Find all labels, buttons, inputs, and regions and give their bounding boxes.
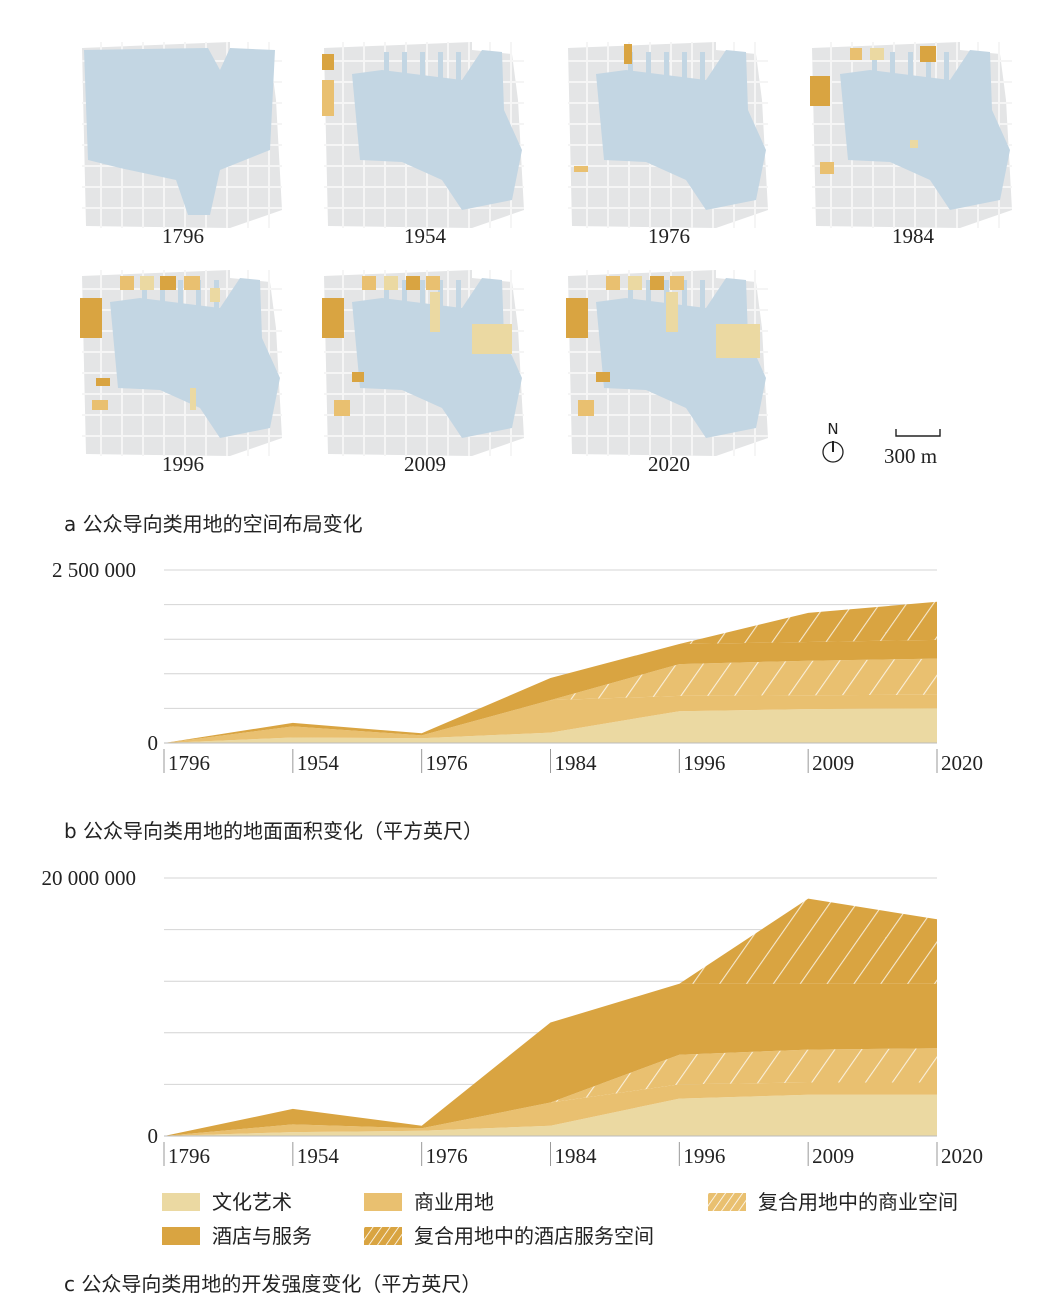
legend-item: 复合用地中的酒店服务空间 bbox=[364, 1220, 654, 1249]
map-2009 bbox=[322, 268, 532, 458]
map-year-label: 2009 bbox=[404, 452, 446, 476]
intensity-chart-svg: 0 20 000 000 1796 1954 1976 1984 1996 2009 2020 bbox=[42, 866, 984, 1168]
legend-swatch bbox=[162, 1193, 200, 1211]
legend-swatch bbox=[364, 1227, 402, 1245]
area-series-1 bbox=[164, 694, 937, 743]
x-tick-label: 1984 bbox=[555, 751, 598, 775]
legend-swatch bbox=[364, 1193, 402, 1211]
legend-swatch bbox=[162, 1227, 200, 1245]
x-tick-label: 1976 bbox=[426, 1144, 468, 1168]
scale-bar-icon bbox=[895, 429, 941, 437]
map-year-label: 2020 bbox=[648, 452, 690, 476]
map-1996-drawing bbox=[80, 270, 282, 456]
caption-a: a 公众导向类用地的空间布局变化 bbox=[64, 512, 363, 536]
area-series-4 bbox=[164, 898, 937, 1136]
area-series-2 bbox=[164, 1048, 937, 1136]
legend-label: 酒店与服务 bbox=[212, 1224, 312, 1248]
area-series-0 bbox=[164, 1094, 937, 1136]
map-2020-drawing bbox=[566, 270, 768, 456]
legend-label: 文化艺术 bbox=[212, 1190, 292, 1214]
legend-item: 文化艺术 bbox=[162, 1186, 292, 1215]
map-1984-drawing bbox=[810, 42, 1012, 228]
x-tick-label: 1796 bbox=[168, 1144, 210, 1168]
area-series-3 bbox=[164, 639, 937, 743]
legend-label: 复合用地中的商业空间 bbox=[758, 1190, 958, 1214]
chart-development-intensity: 0 20 000 000 1796 1954 1976 1984 1996 2009 2020 bbox=[0, 860, 1045, 1180]
map-year-label: 1796 bbox=[162, 224, 204, 248]
x-tick-label: 2020 bbox=[941, 751, 983, 775]
north-arrow-icon: N bbox=[818, 420, 848, 470]
x-tick-label: 1976 bbox=[426, 751, 468, 775]
map-2020 bbox=[566, 268, 776, 458]
x-tick-label: 1984 bbox=[555, 1144, 598, 1168]
scale-bar: 300 m bbox=[884, 425, 954, 470]
x-tick-label: 2009 bbox=[812, 751, 854, 775]
area-series-2 bbox=[164, 658, 937, 743]
map-1976 bbox=[566, 40, 776, 230]
chart-ground-area: 0 2 500 000 1796 1954 1976 1984 1996 2009 2020 bbox=[0, 555, 1045, 790]
legend-item: 酒店与服务 bbox=[162, 1220, 312, 1249]
map-year-label: 1976 bbox=[648, 224, 690, 248]
caption-b: b 公众导向类用地的地面面积变化（平方英尺） bbox=[64, 819, 484, 843]
map-2009-drawing bbox=[322, 270, 524, 456]
legend-label: 复合用地中的酒店服务空间 bbox=[414, 1224, 654, 1248]
ground-area-chart-svg: 0 2 500 000 1796 1954 1976 1984 1996 2009 2020 bbox=[52, 558, 983, 775]
map-1954 bbox=[322, 40, 532, 230]
x-tick-label: 2009 bbox=[812, 1144, 854, 1168]
x-tick-label: 1954 bbox=[297, 751, 340, 775]
legend-item: 商业用地 bbox=[364, 1186, 494, 1215]
area-series-0 bbox=[164, 708, 937, 743]
area-series-4 bbox=[164, 601, 937, 743]
y-tick-label: 20 000 000 bbox=[42, 866, 137, 890]
x-tick-label: 1996 bbox=[683, 751, 725, 775]
y-tick-label: 0 bbox=[148, 1124, 159, 1148]
compass-circle-icon bbox=[822, 441, 844, 463]
caption-c: c 公众导向类用地的开发强度变化（平方英尺） bbox=[64, 1272, 482, 1296]
maps-panel: 1796 1954 1976 1984 1996 2009 2020 bbox=[0, 0, 1045, 490]
map-year-label: 1996 bbox=[162, 452, 204, 476]
map-1996 bbox=[80, 268, 290, 458]
x-tick-label: 1796 bbox=[168, 751, 210, 775]
map-year-label: 1954 bbox=[404, 224, 446, 248]
map-1796 bbox=[80, 40, 290, 230]
scale-label: 300 m bbox=[884, 444, 938, 468]
map-1984 bbox=[810, 40, 1020, 230]
y-tick-label: 0 bbox=[148, 731, 159, 755]
area-series-1 bbox=[164, 1082, 937, 1136]
map-year-label: 1984 bbox=[892, 224, 934, 248]
map-1796-drawing bbox=[82, 42, 282, 228]
x-tick-label: 2020 bbox=[941, 1144, 983, 1168]
y-tick-label: 2 500 000 bbox=[52, 558, 136, 582]
legend-swatch bbox=[708, 1193, 746, 1211]
map-1976-drawing bbox=[568, 42, 768, 228]
legend-item: 复合用地中的商业空间 bbox=[708, 1186, 958, 1215]
legend-label: 商业用地 bbox=[414, 1190, 494, 1214]
x-tick-label: 1996 bbox=[683, 1144, 725, 1168]
map-1954-drawing bbox=[322, 42, 524, 228]
north-label: N bbox=[827, 420, 839, 438]
x-tick-label: 1954 bbox=[297, 1144, 340, 1168]
legend: 文化艺术 商业用地 复合用地中的商业空间酒店与服务 复合用地中的酒店服务空间 bbox=[0, 1180, 1045, 1250]
area-series-3 bbox=[164, 983, 937, 1136]
